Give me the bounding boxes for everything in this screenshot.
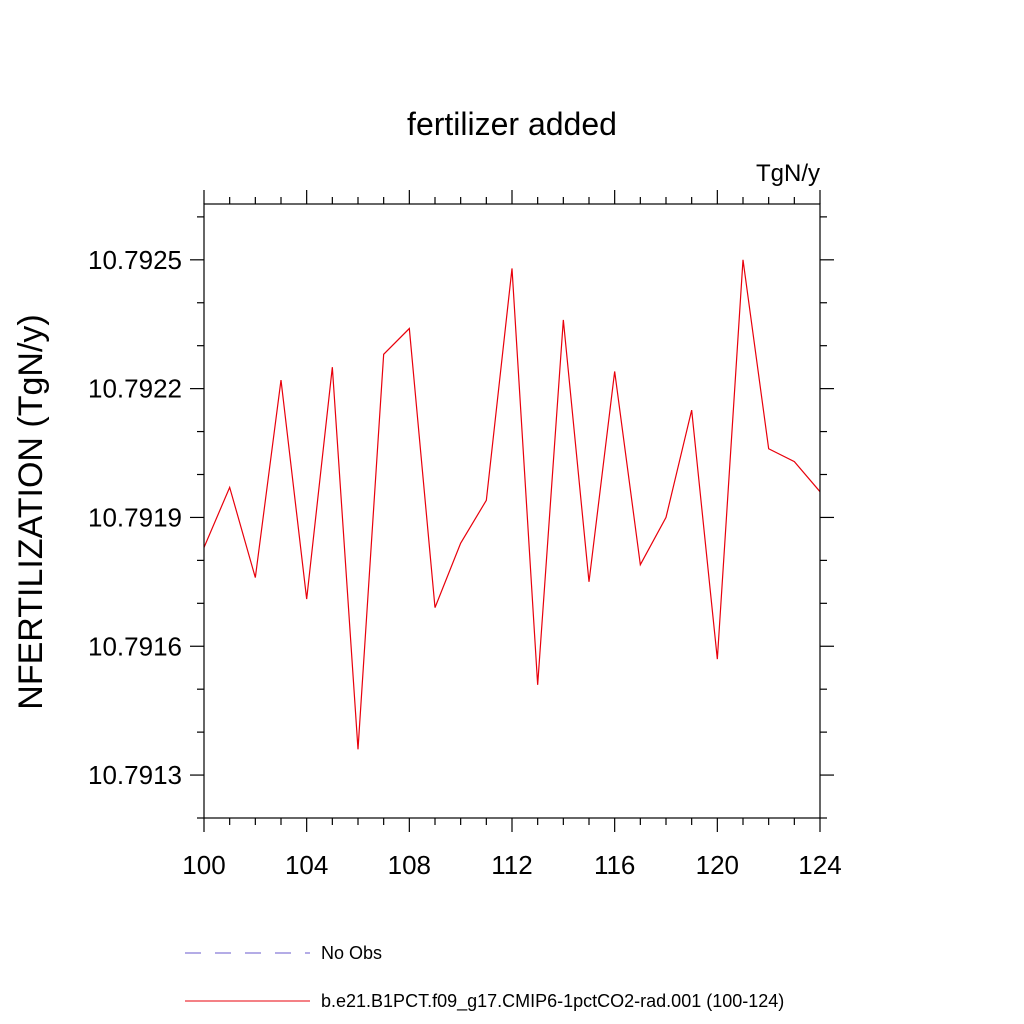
x-tick-label: 100 [182,850,225,880]
axis-ticks [190,190,834,832]
legend-label-no-obs: No Obs [321,943,382,963]
x-tick-label: 116 [594,850,635,880]
y-tick-label: 10.7913 [88,760,182,790]
x-tick-label: 124 [798,850,841,880]
x-tick-label: 104 [285,850,328,880]
legend-label-model-run: b.e21.B1PCT.f09_g17.CMIP6-1pctCO2-rad.00… [321,991,784,1012]
x-tick-label: 112 [491,850,532,880]
legend: No Obs b.e21.B1PCT.f09_g17.CMIP6-1pctCO2… [185,943,784,1012]
y-tick-label: 10.7916 [88,631,182,661]
axis-tick-labels: 100 104 108 112 116 120 124 10.7913 10.7916 10.79… [88,245,842,880]
y-tick-label: 10.7919 [88,502,182,532]
y-tick-label: 10.7925 [88,245,182,275]
series-line-1 [203,259,821,750]
y-tick-label: 10.7922 [88,374,182,404]
x-tick-label: 108 [388,850,431,880]
x-tick-label: 120 [696,850,739,880]
units-label: TgN/y [756,160,820,187]
chart-title: fertilizer added [407,106,617,142]
plot-frame [203,203,821,819]
plot-area [203,259,821,750]
y-axis-label: NFERTILIZATION (TgN/y) [12,314,50,709]
